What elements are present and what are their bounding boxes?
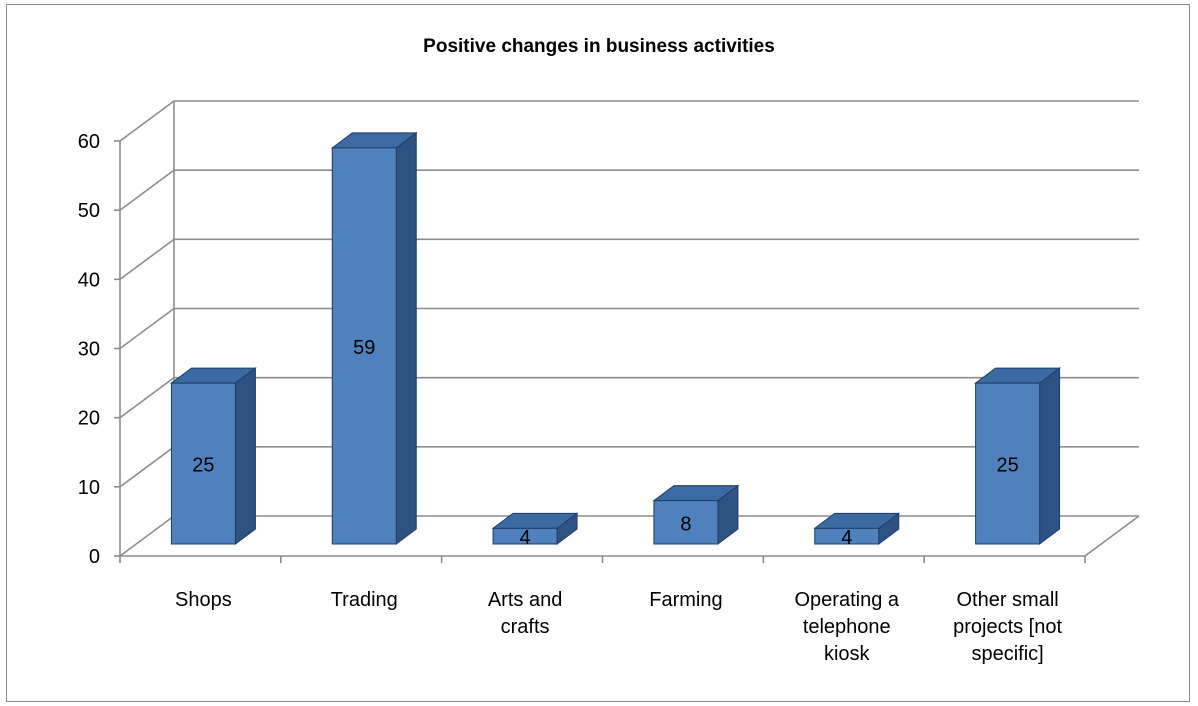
bar-side [395, 131, 417, 545]
data-label: 4 [520, 527, 531, 549]
bar [652, 484, 740, 545]
bar-front [814, 527, 880, 545]
y-tick-label: 0 [89, 546, 100, 568]
wall-depth-line [119, 307, 175, 350]
data-label: 25 [996, 455, 1018, 477]
y-tick-label: 30 [78, 339, 100, 361]
data-label: 25 [192, 455, 214, 477]
data-label: 4 [841, 527, 852, 549]
category-label: Trading [331, 589, 398, 611]
bar-front [492, 527, 558, 545]
floor-edge [1084, 515, 1140, 557]
category-label: Operating a telephone kiosk [794, 589, 899, 665]
wall-depth-line [119, 100, 175, 142]
category-label: Arts and crafts [488, 589, 562, 638]
category-label: Other small projects [not specific] [953, 589, 1062, 665]
bar [330, 131, 418, 545]
chart-frame [6, 4, 1190, 702]
data-label: 8 [680, 513, 691, 535]
bar [169, 367, 257, 545]
data-label: 59 [353, 337, 375, 359]
bar-front [975, 382, 1041, 545]
bar [974, 367, 1062, 545]
bar-side [1039, 367, 1061, 545]
y-tick-label: 60 [78, 131, 100, 153]
bar-front [331, 147, 397, 545]
bar [813, 512, 901, 545]
bar-front [170, 382, 236, 545]
y-tick-label: 50 [78, 200, 100, 222]
y-tick-label: 40 [78, 269, 100, 291]
wall-depth-line [119, 515, 175, 557]
wall-depth-line [119, 446, 175, 488]
bar-front [653, 500, 719, 545]
y-tick-label: 20 [78, 408, 100, 430]
category-label: Shops [175, 589, 232, 611]
bar-side [234, 367, 256, 545]
chart-title: Positive changes in business activities [423, 36, 775, 57]
wall-depth-line [119, 169, 175, 211]
category-label: Farming [649, 589, 722, 611]
y-tick-label: 10 [78, 477, 100, 499]
wall-depth-line [119, 377, 175, 419]
wall-depth-line [119, 238, 175, 280]
bar [491, 512, 579, 545]
